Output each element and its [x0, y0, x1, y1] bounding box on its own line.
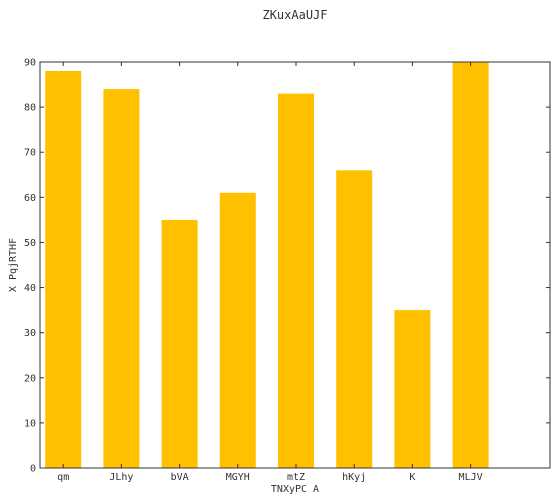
y-tick-label: 40: [24, 283, 36, 294]
y-tick-label: 80: [24, 103, 36, 114]
plot-frame: [39, 61, 551, 469]
y-tick-label: 0: [30, 464, 36, 475]
x-tick-label: MLJV: [459, 472, 483, 483]
x-tick-label: MGYH: [226, 472, 250, 483]
chart-title: ZKuxAaUJF: [262, 8, 327, 22]
bar-mtZ: [278, 93, 314, 468]
x-tick-label: mtZ: [287, 472, 305, 483]
bars-group: [45, 62, 489, 469]
y-tick-label: 20: [24, 373, 36, 384]
bar-qm: [45, 71, 82, 468]
x-tick-label: hKyj: [342, 472, 366, 483]
y-tick-label: 70: [24, 148, 36, 159]
bar-hKyj: [336, 170, 373, 469]
y-axis-ticks: 0 10 20 30 40 50 60 70 80 90: [24, 58, 550, 475]
bar-JLhy: [103, 89, 140, 468]
y-axis-label: X PqjRTHF: [8, 238, 19, 292]
x-tick-label: bVA: [171, 472, 189, 483]
x-axis-ticks: qm JLhy bVA MGYH mtZ hKyj K MLJV: [57, 62, 483, 483]
x-tick-label: JLhy: [109, 472, 133, 483]
x-tick-label: K: [409, 472, 415, 483]
y-tick-label: 60: [24, 193, 36, 204]
x-tick-label: qm: [57, 472, 69, 483]
bar-MGYH: [219, 192, 256, 469]
x-axis-label: TNXyPC A: [271, 484, 319, 495]
y-tick-label: 50: [24, 238, 36, 249]
bar-bVA: [161, 219, 198, 468]
bar-K: [394, 310, 431, 468]
bar-MLJV: [452, 62, 489, 468]
y-tick-label: 10: [24, 418, 36, 429]
y-tick-label: 90: [24, 58, 36, 69]
y-tick-label: 30: [24, 328, 36, 339]
